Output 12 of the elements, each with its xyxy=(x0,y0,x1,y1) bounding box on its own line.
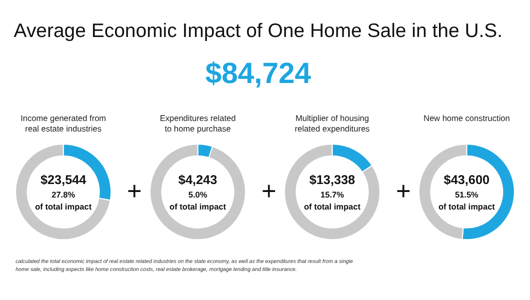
text: Average Economic Impact of One Home Sale in the U.S. xyxy=(14,20,503,42)
text: + xyxy=(396,178,411,206)
donut-slice xyxy=(284,144,380,240)
text: $13,338 xyxy=(309,173,356,188)
text: + xyxy=(127,178,142,206)
text: $43,600 xyxy=(444,173,490,188)
text: $23,544 xyxy=(40,173,86,188)
text: + xyxy=(262,178,276,206)
text: $84,724 xyxy=(205,58,312,90)
donut-slice xyxy=(15,144,111,240)
donut-slice xyxy=(150,144,246,240)
text: $4,243 xyxy=(178,173,218,188)
